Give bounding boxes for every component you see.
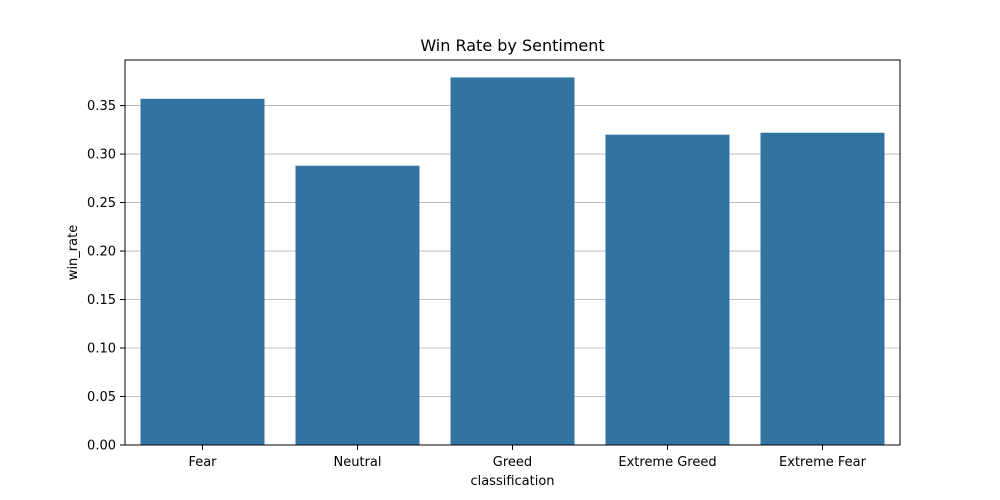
bar-neutral: [295, 165, 420, 445]
bar-fear: [140, 98, 265, 446]
x-axis-ticks: Fear Neutral Greed Extreme Greed Extreme Fea…: [188, 445, 867, 470]
y-tick-label: 0.35: [87, 99, 116, 114]
bar-extreme-greed: [605, 134, 730, 445]
x-tick-label: Extreme Greed: [618, 455, 716, 470]
x-axis-label: classification: [470, 474, 554, 489]
bar-extreme-fear: [760, 132, 885, 445]
y-tick-label: 0.30: [87, 148, 116, 163]
y-tick-label: 0.00: [87, 439, 116, 454]
x-tick-label: Extreme Fear: [779, 455, 867, 470]
x-tick-label: Fear: [188, 455, 217, 470]
y-axis-label: win_rate: [66, 225, 81, 280]
x-tick-label: Neutral: [334, 455, 382, 470]
y-tick-label: 0.10: [87, 342, 116, 357]
bars: [140, 77, 885, 446]
x-tick-label: Greed: [493, 455, 532, 470]
y-tick-label: 0.25: [87, 196, 116, 211]
chart-title: Win Rate by Sentiment: [420, 36, 604, 55]
y-tick-label: 0.20: [87, 245, 116, 260]
bar-greed: [450, 77, 575, 445]
y-tick-label: 0.05: [87, 390, 116, 405]
y-axis-ticks: 0.00 0.05 0.10 0.15 0.20 0.25 0.30 0.35: [87, 99, 125, 454]
y-tick-label: 0.15: [87, 293, 116, 308]
